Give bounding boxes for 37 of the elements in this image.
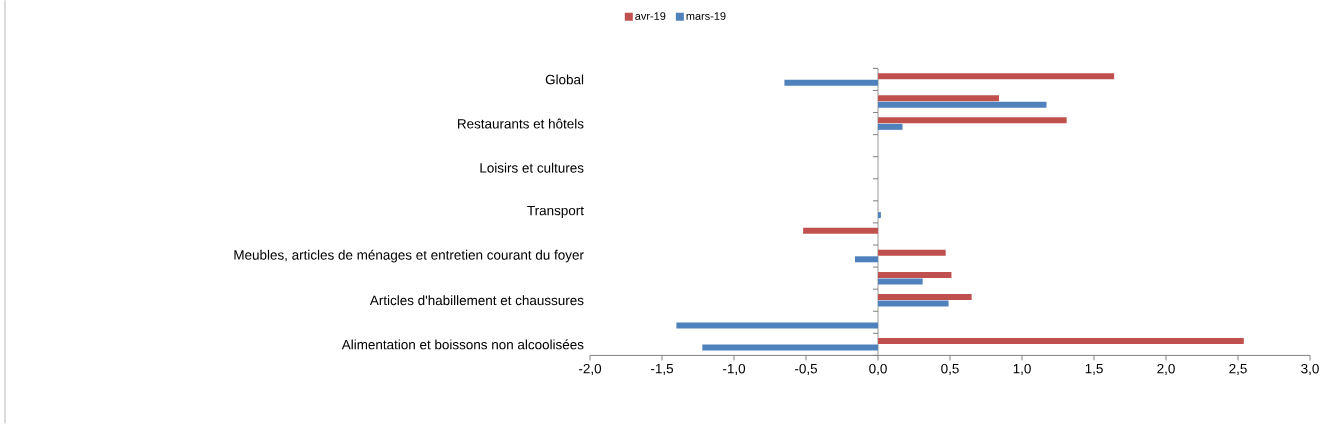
x-tick-label: -0,5 — [795, 364, 818, 376]
bar — [878, 73, 1115, 80]
bar — [803, 227, 879, 234]
bar — [784, 79, 879, 86]
x-tick-label: 1,0 — [1013, 364, 1031, 376]
bar — [854, 256, 879, 263]
y-tick-label: Alimentation et boissons non alcoolisées — [341, 339, 584, 350]
x-tick-label: 2,5 — [1229, 364, 1247, 376]
x-tick-label: 0,0 — [869, 364, 887, 376]
x-tick-label: 3,0 — [1301, 364, 1319, 376]
x-tick-label: 2,0 — [1157, 364, 1175, 376]
y-tick-label: Loisirs et cultures — [480, 162, 584, 173]
bar — [878, 338, 1244, 345]
bar — [878, 95, 999, 102]
y-tick-label: Restaurants et hôtels — [458, 118, 584, 129]
bar — [878, 117, 1067, 124]
x-tick-label: -2,0 — [579, 364, 602, 376]
bar — [878, 278, 923, 285]
x-tick-label: 0,5 — [941, 364, 959, 376]
y-tick-label: Meubles, articles de ménages et entretien courant du foyer — [234, 249, 584, 263]
y-tick-label: Articles d'habillement et chaussures — [369, 295, 584, 306]
x-tick-label: -1,5 — [651, 364, 674, 375]
bar — [702, 344, 879, 351]
legend-label: mars-19 — [686, 12, 726, 21]
bar — [878, 212, 881, 219]
y-tick-label: Global — [545, 74, 584, 85]
bar — [878, 271, 952, 278]
bar — [878, 300, 949, 307]
bar — [878, 101, 1047, 108]
bar — [878, 123, 903, 130]
x-tick-label: 1,5 — [1085, 364, 1103, 375]
legend-label: avr-19 — [635, 12, 666, 21]
x-tick-label: -1,0 — [723, 364, 746, 376]
bar — [878, 249, 946, 256]
bar — [676, 322, 879, 329]
y-tick-label: Transport — [527, 205, 584, 219]
bar — [878, 294, 972, 301]
